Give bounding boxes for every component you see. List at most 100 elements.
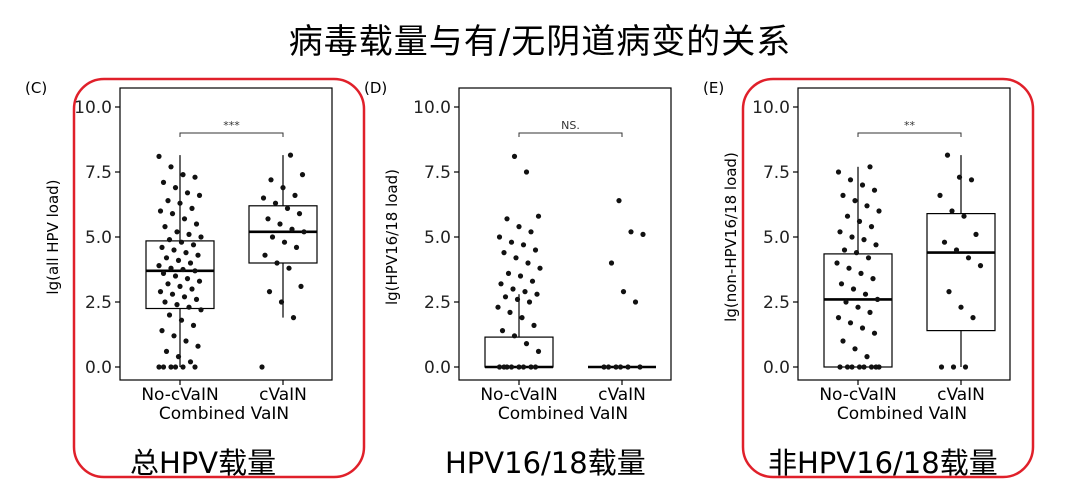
data-point-2 xyxy=(977,263,984,269)
data-point-0 xyxy=(186,231,192,237)
data-point-2 xyxy=(856,364,863,370)
data-point-2 xyxy=(938,364,945,370)
y-tick-label-1: 7.5 xyxy=(424,163,451,183)
data-point-0 xyxy=(190,322,197,328)
data-point-1 xyxy=(514,296,521,302)
data-point-1 xyxy=(605,364,612,370)
y-tick-label-1: 2.5 xyxy=(424,293,451,313)
data-point-2 xyxy=(861,364,867,370)
y-tick-label-1: 5.0 xyxy=(424,228,451,248)
data-point-2 xyxy=(937,192,943,198)
data-point-0 xyxy=(192,268,198,274)
data-point-0 xyxy=(156,364,162,370)
highlight-frame-2 xyxy=(741,77,1035,479)
data-point-0 xyxy=(183,250,189,256)
data-point-1 xyxy=(498,281,504,287)
y-tick-label-2: 10.0 xyxy=(752,98,790,118)
caption-e: 非HPV16/18载量 xyxy=(768,446,998,480)
data-point-2 xyxy=(944,152,951,158)
y-tick-label-2: 0.0 xyxy=(763,358,790,378)
data-point-2 xyxy=(946,289,952,295)
data-point-0 xyxy=(187,260,194,266)
data-point-1 xyxy=(516,224,522,230)
data-point-0 xyxy=(172,273,179,279)
data-point-1 xyxy=(501,364,507,370)
y-tick-label-2: 7.5 xyxy=(763,163,790,183)
data-point-1 xyxy=(525,260,531,266)
data-point-0 xyxy=(160,270,167,276)
data-point-0 xyxy=(274,260,280,266)
data-point-0 xyxy=(284,205,291,211)
data-point-0 xyxy=(169,211,176,217)
data-point-0 xyxy=(168,164,174,170)
data-point-1 xyxy=(625,364,631,370)
data-point-0 xyxy=(195,343,201,349)
data-point-0 xyxy=(174,229,180,235)
box-1 xyxy=(484,336,554,368)
significance-bracket-2 xyxy=(857,132,962,137)
data-point-2 xyxy=(876,208,882,214)
data-point-0 xyxy=(177,200,183,206)
panel-label-0: (C) xyxy=(25,79,47,97)
data-point-1 xyxy=(601,364,607,370)
data-point-0 xyxy=(178,317,185,323)
data-point-2 xyxy=(835,315,842,321)
data-point-0 xyxy=(278,299,285,305)
data-point-0 xyxy=(166,312,173,318)
data-point-0 xyxy=(165,198,171,204)
data-point-0 xyxy=(269,234,276,240)
data-point-0 xyxy=(184,190,191,196)
data-point-2 xyxy=(864,354,870,360)
data-point-2 xyxy=(835,169,842,175)
data-point-0 xyxy=(289,226,295,232)
data-point-0 xyxy=(168,265,174,271)
data-point-0 xyxy=(157,208,164,214)
data-point-0 xyxy=(187,359,194,365)
data-point-2 xyxy=(850,286,857,292)
slide-title: 病毒载量与有/无阴道病变的关系 xyxy=(288,22,792,62)
data-point-2 xyxy=(843,299,849,305)
data-point-1 xyxy=(608,260,615,266)
data-point-2 xyxy=(853,250,860,256)
data-point-2 xyxy=(838,281,845,287)
plot-frame-0 xyxy=(119,87,333,381)
y-tick-label-0: 0.0 xyxy=(85,358,112,378)
data-point-1 xyxy=(520,364,527,370)
data-point-1 xyxy=(632,299,639,305)
data-point-1 xyxy=(534,291,540,297)
data-point-0 xyxy=(163,348,170,354)
data-point-0 xyxy=(277,221,283,227)
x-tick-label-2: No-cVaIN xyxy=(819,385,896,405)
data-point-2 xyxy=(873,242,879,248)
data-point-1 xyxy=(528,229,534,235)
data-point-0 xyxy=(160,179,167,185)
data-point-1 xyxy=(523,341,530,347)
box-0 xyxy=(145,240,215,310)
data-point-1 xyxy=(640,231,646,237)
data-point-0 xyxy=(290,315,297,321)
data-point-2 xyxy=(962,364,969,370)
data-point-2 xyxy=(968,177,975,183)
data-point-0 xyxy=(175,257,182,263)
data-point-0 xyxy=(189,286,195,292)
y-tick-label-2: 5.0 xyxy=(763,228,790,248)
y-tick-label-1: 0.0 xyxy=(424,358,451,378)
data-point-2 xyxy=(864,203,870,209)
data-point-0 xyxy=(157,289,164,295)
data-point-0 xyxy=(260,195,267,201)
y-axis-label-0: lg(all HPV load) xyxy=(44,179,62,294)
data-point-2 xyxy=(961,213,967,219)
data-point-2 xyxy=(852,346,858,352)
data-point-2 xyxy=(965,255,972,261)
data-point-2 xyxy=(949,208,955,214)
data-point-0 xyxy=(299,172,306,178)
data-point-1 xyxy=(523,169,530,175)
data-point-1 xyxy=(510,286,516,292)
data-point-0 xyxy=(180,266,186,273)
box-2 xyxy=(926,213,996,332)
data-point-0 xyxy=(262,252,268,258)
data-point-1 xyxy=(535,348,542,354)
data-point-0 xyxy=(181,294,188,300)
data-point-1 xyxy=(495,304,501,310)
data-point-0 xyxy=(168,364,174,370)
